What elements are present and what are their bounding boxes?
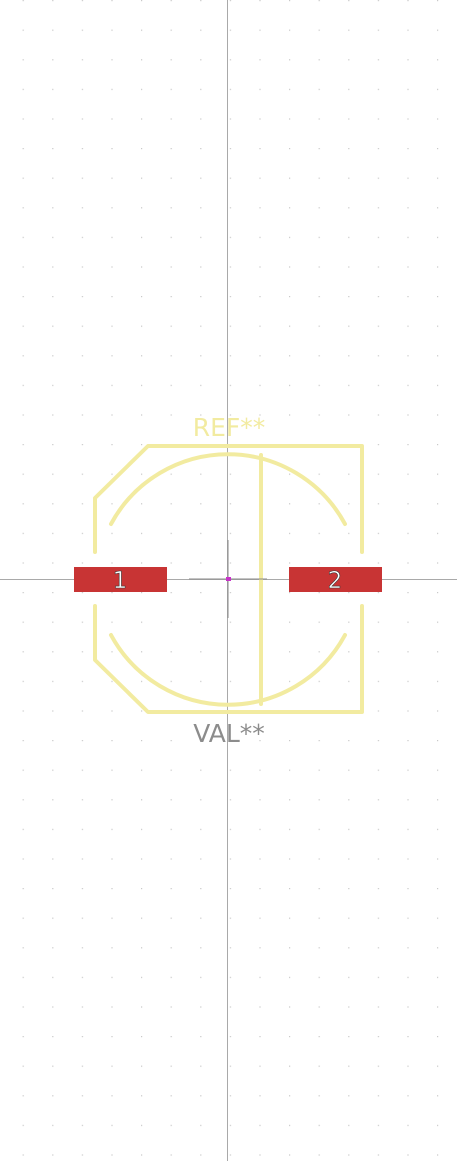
silkscreen-outline — [93, 444, 364, 714]
pad-2[interactable]: 2 — [289, 567, 382, 594]
silkscreen-outline-bottom — [93, 604, 364, 714]
body-arc-bottom — [109, 633, 347, 707]
pad-1[interactable]: 1 — [74, 567, 167, 594]
value-text: VAL** — [193, 719, 265, 748]
origin-marker — [226, 577, 231, 581]
pad-1-copper[interactable] — [74, 567, 167, 592]
pad-2-number: 2 — [328, 568, 343, 594]
silkscreen-outline-top — [93, 444, 364, 554]
origin-crosshair — [189, 540, 267, 618]
reference-designator: REF** — [193, 413, 266, 442]
pad-2-copper[interactable] — [289, 567, 382, 592]
body-arc-top — [109, 452, 347, 526]
pad-1-number: 1 — [113, 568, 128, 594]
